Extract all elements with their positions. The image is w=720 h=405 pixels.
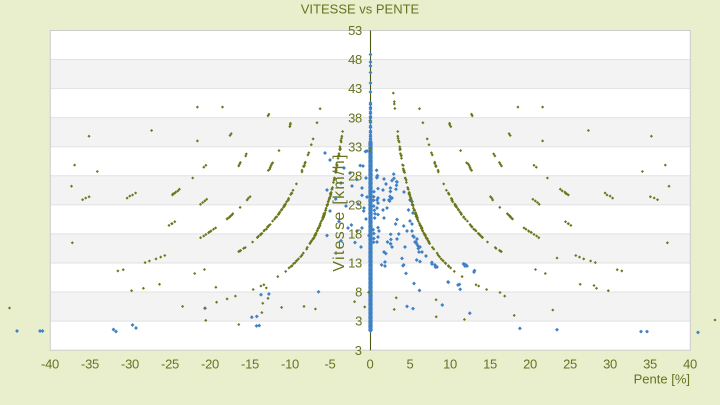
svg-text:15: 15 [483, 357, 497, 372]
svg-text:13: 13 [348, 256, 362, 271]
svg-text:18: 18 [348, 227, 362, 242]
svg-text:-10: -10 [281, 357, 299, 372]
svg-text:Pente [%]: Pente [%] [634, 372, 690, 387]
svg-text:3: 3 [355, 314, 362, 329]
svg-text:Vitesse [km/h]: Vitesse [km/h] [331, 153, 348, 271]
svg-text:28: 28 [348, 168, 362, 183]
svg-text:-15: -15 [241, 357, 259, 372]
svg-text:43: 43 [348, 81, 362, 96]
svg-text:20: 20 [523, 357, 537, 372]
svg-text:35: 35 [643, 357, 657, 372]
svg-text:25: 25 [563, 357, 577, 372]
svg-text:30: 30 [603, 357, 617, 372]
svg-text:40: 40 [683, 357, 697, 372]
svg-text:-40: -40 [41, 357, 59, 372]
svg-text:5: 5 [407, 357, 414, 372]
svg-text:VITESSE vs PENTE: VITESSE vs PENTE [301, 2, 420, 17]
svg-text:-30: -30 [121, 357, 139, 372]
svg-text:53: 53 [348, 23, 362, 38]
svg-text:8: 8 [355, 285, 362, 300]
svg-text:3: 3 [355, 343, 362, 358]
svg-text:-5: -5 [325, 357, 336, 372]
svg-text:0: 0 [367, 357, 374, 372]
svg-text:-20: -20 [201, 357, 219, 372]
svg-text:48: 48 [348, 52, 362, 67]
svg-text:33: 33 [348, 139, 362, 154]
svg-text:23: 23 [348, 197, 362, 212]
svg-text:-25: -25 [161, 357, 179, 372]
svg-text:38: 38 [348, 110, 362, 125]
svg-text:10: 10 [443, 357, 457, 372]
svg-text:-35: -35 [81, 357, 99, 372]
